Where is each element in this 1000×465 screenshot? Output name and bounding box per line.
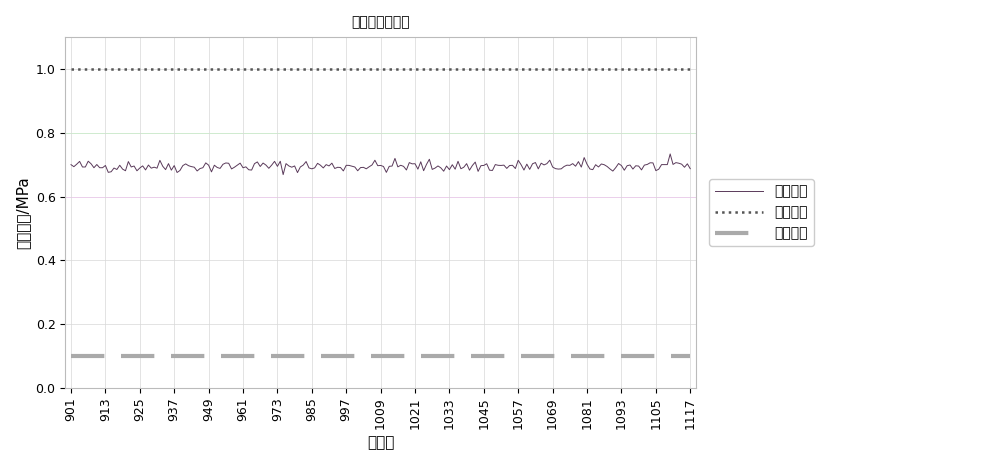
管道压力: [664, 151, 676, 157]
Line: 管道压力: 管道压力: [71, 154, 690, 174]
管道压力: [280, 161, 292, 166]
管道压力: [240, 164, 252, 170]
管道压力: [251, 159, 263, 165]
管道压力: [65, 162, 77, 167]
Title: 管道压力波动图: 管道压力波动图: [351, 15, 410, 29]
管道压力: [581, 161, 593, 167]
管道压力: [203, 162, 215, 168]
管道压力: [277, 172, 289, 177]
管道压力: [684, 166, 696, 172]
Y-axis label: 管道压力/MPa: 管道压力/MPa: [15, 176, 30, 249]
Legend: 管道压力, 管压上限, 管压下限: 管道压力, 管压上限, 管压下限: [709, 179, 814, 246]
X-axis label: 采样点: 采样点: [367, 435, 394, 450]
管道压力: [248, 161, 260, 166]
